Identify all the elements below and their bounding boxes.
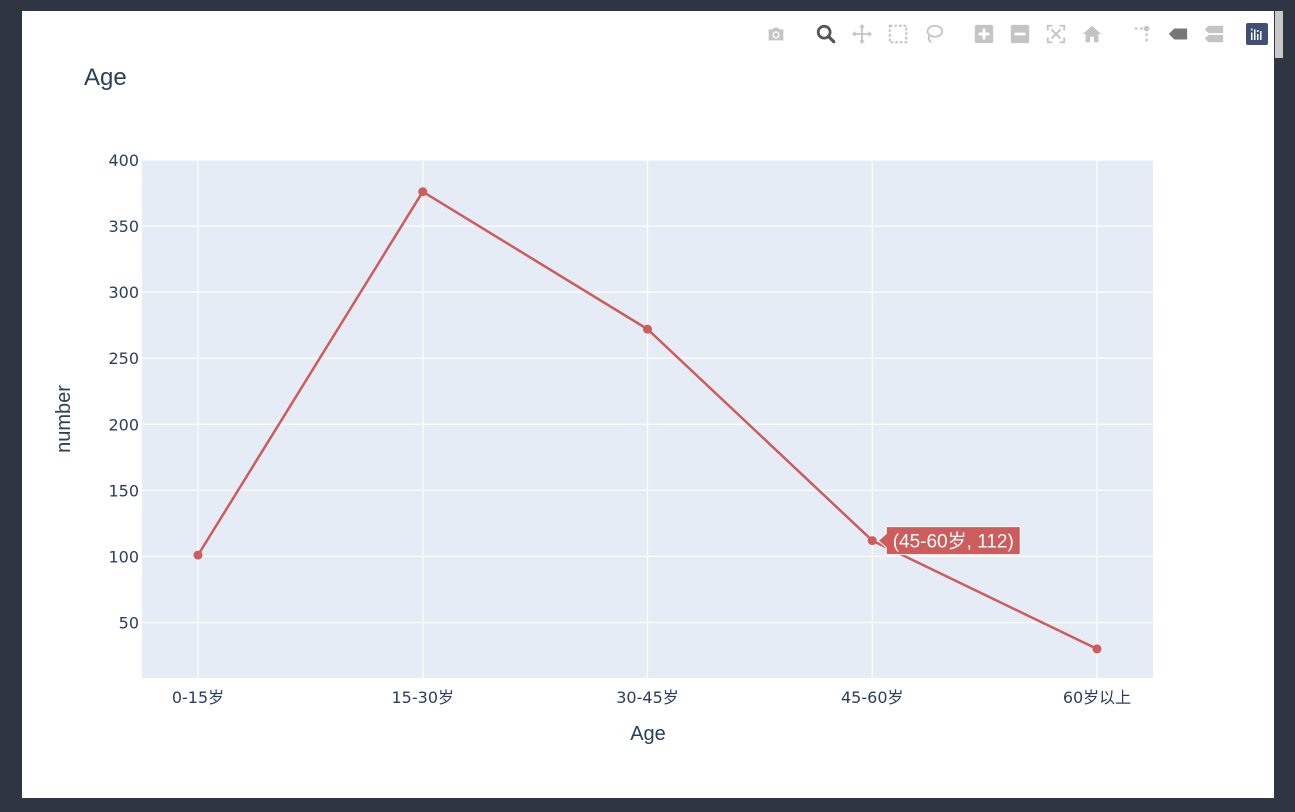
- x-tick-label: 30-45岁: [616, 688, 679, 707]
- box-select-icon[interactable]: [880, 20, 916, 48]
- y-axis-title: number: [53, 385, 75, 453]
- hover-label-text: (45-60岁, 112): [893, 531, 1014, 553]
- x-axis-title: Age: [630, 723, 666, 745]
- y-tick-label: 150: [108, 481, 139, 500]
- lasso-icon[interactable]: [916, 20, 952, 48]
- modebar: [758, 20, 1274, 48]
- zoom-out-icon[interactable]: [1002, 20, 1038, 48]
- spike-lines-icon[interactable]: [1124, 20, 1160, 48]
- x-tick-label: 45-60岁: [841, 688, 904, 707]
- data-point[interactable]: [193, 550, 203, 560]
- y-tick-label: 250: [108, 349, 139, 368]
- hover-compare-icon[interactable]: [1196, 20, 1232, 48]
- chart-title: Age: [84, 64, 127, 91]
- y-tick-label: 200: [108, 415, 139, 434]
- line-chart: Age 50 100 150 200 250 300 350 400 0-15岁 15-30岁 3…: [53, 64, 1153, 745]
- chart-frame: Age 50 100 150 200 250 300 350 400 0-15岁 15-30岁 3…: [22, 11, 1283, 798]
- grid-lines: [142, 159, 1153, 678]
- y-axis-ticks: 50 100 150 200 250 300 350 400: [108, 151, 139, 633]
- y-tick-label: 400: [108, 151, 139, 170]
- y-tick-label: 300: [108, 283, 139, 302]
- zoom-in-icon[interactable]: [966, 20, 1002, 48]
- y-tick-label: 100: [108, 547, 139, 566]
- autoscale-icon[interactable]: [1038, 20, 1074, 48]
- hover-label-box: [877, 526, 1021, 556]
- plotly-logo-icon[interactable]: [1246, 23, 1268, 45]
- y-tick-label: 350: [108, 217, 139, 236]
- reset-axes-icon[interactable]: [1074, 20, 1110, 48]
- x-tick-label: 0-15岁: [172, 688, 224, 707]
- scrollbar-thumb[interactable]: [1275, 11, 1283, 58]
- y-tick-label: 50: [119, 614, 139, 633]
- zoom-icon[interactable]: [808, 20, 844, 48]
- hover-tooltip: (45-60岁, 112): [877, 526, 1021, 556]
- pan-icon[interactable]: [844, 20, 880, 48]
- camera-icon[interactable]: [758, 20, 794, 48]
- series-layer: [193, 187, 1102, 654]
- x-tick-label: 60岁以上: [1063, 688, 1131, 707]
- x-axis-ticks: 0-15岁 15-30岁 30-45岁 45-60岁 60岁以上: [172, 688, 1131, 707]
- data-point[interactable]: [418, 187, 428, 197]
- data-point[interactable]: [643, 324, 652, 334]
- x-tick-label: 15-30岁: [392, 688, 455, 707]
- data-point[interactable]: [867, 536, 877, 546]
- hover-closest-icon[interactable]: [1160, 20, 1196, 48]
- data-point[interactable]: [1092, 644, 1102, 654]
